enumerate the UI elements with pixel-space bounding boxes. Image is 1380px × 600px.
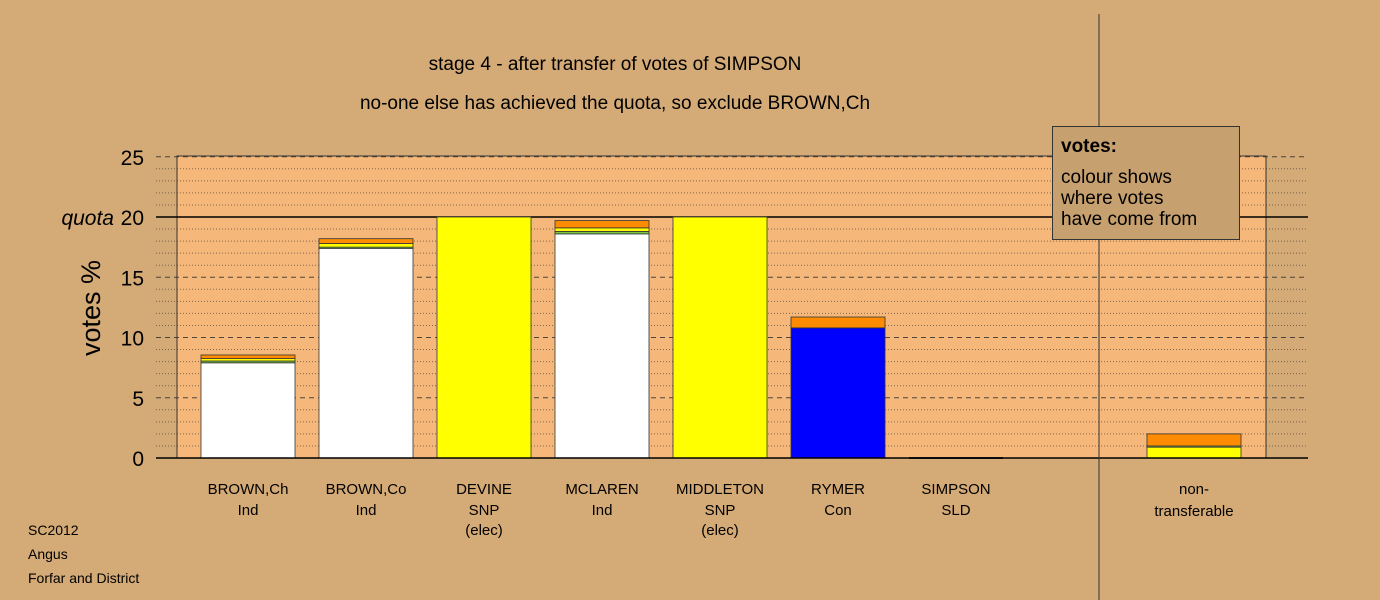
y-tick-label: 15 — [121, 267, 144, 290]
candidate-party-label: Con — [824, 502, 852, 519]
bar-segment — [436, 216, 532, 459]
bar-segment — [318, 238, 414, 244]
candidate-status-label: (elec) — [465, 522, 503, 539]
candidate-name-label: BROWN,Ch — [208, 481, 289, 498]
footer-ward: Forfar and District — [28, 570, 140, 586]
footer-election: SC2012 — [28, 522, 79, 538]
candidate-name-label: DEVINE — [456, 481, 512, 498]
y-tick-label: 0 — [132, 448, 144, 471]
non-transferable-bar-segment — [1146, 446, 1242, 459]
quota-label: quota — [61, 207, 114, 230]
candidate-party-label: Ind — [592, 502, 613, 519]
bar-segment — [790, 316, 886, 329]
candidate-name-label: MCLAREN — [565, 481, 638, 498]
bar-segment — [200, 354, 296, 359]
bar-segment — [672, 216, 768, 459]
bar-segment — [318, 247, 414, 459]
non-transferable-bar-segment — [1146, 433, 1242, 447]
legend-text: colour shows where votes have come from — [1061, 167, 1198, 230]
bar-segment — [318, 243, 414, 248]
candidate-party-label: Ind — [238, 502, 259, 519]
bar-segment — [554, 220, 650, 229]
y-tick-label: 10 — [121, 328, 144, 351]
y-tick-label: 5 — [132, 388, 144, 411]
candidate-status-label: (elec) — [701, 522, 739, 539]
candidate-party-label: Ind — [356, 502, 377, 519]
chart-title: stage 4 - after transfer of votes of SIM… — [428, 54, 802, 75]
bar-segment — [554, 227, 650, 232]
candidate-name-label: RYMER — [811, 481, 865, 498]
legend: votes: colour shows where votes have com… — [1052, 126, 1240, 240]
candidate-name-label: SIMPSON — [921, 481, 990, 498]
candidate-name-label: MIDDLETON — [676, 481, 764, 498]
chart-subtitle: no-one else has achieved the quota, so e… — [359, 93, 871, 114]
non-transferable-label: transferable — [1154, 503, 1233, 520]
y-tick-label: 25 — [121, 147, 144, 170]
footer-council: Angus — [28, 546, 68, 562]
candidate-party-label: SLD — [941, 502, 970, 519]
bar-segment — [790, 327, 886, 459]
candidate-name-label: BROWN,Co — [326, 481, 407, 498]
y-tick-label: 20 — [121, 207, 144, 230]
candidate-party-label: SNP — [469, 502, 500, 519]
y-axis-label: votes % — [76, 260, 106, 356]
non-transferable-label: non- — [1179, 481, 1209, 498]
legend-title: votes: — [1061, 136, 1117, 157]
bar-segment — [200, 362, 296, 459]
candidate-party-label: SNP — [705, 502, 736, 519]
bar-segment — [554, 233, 650, 459]
